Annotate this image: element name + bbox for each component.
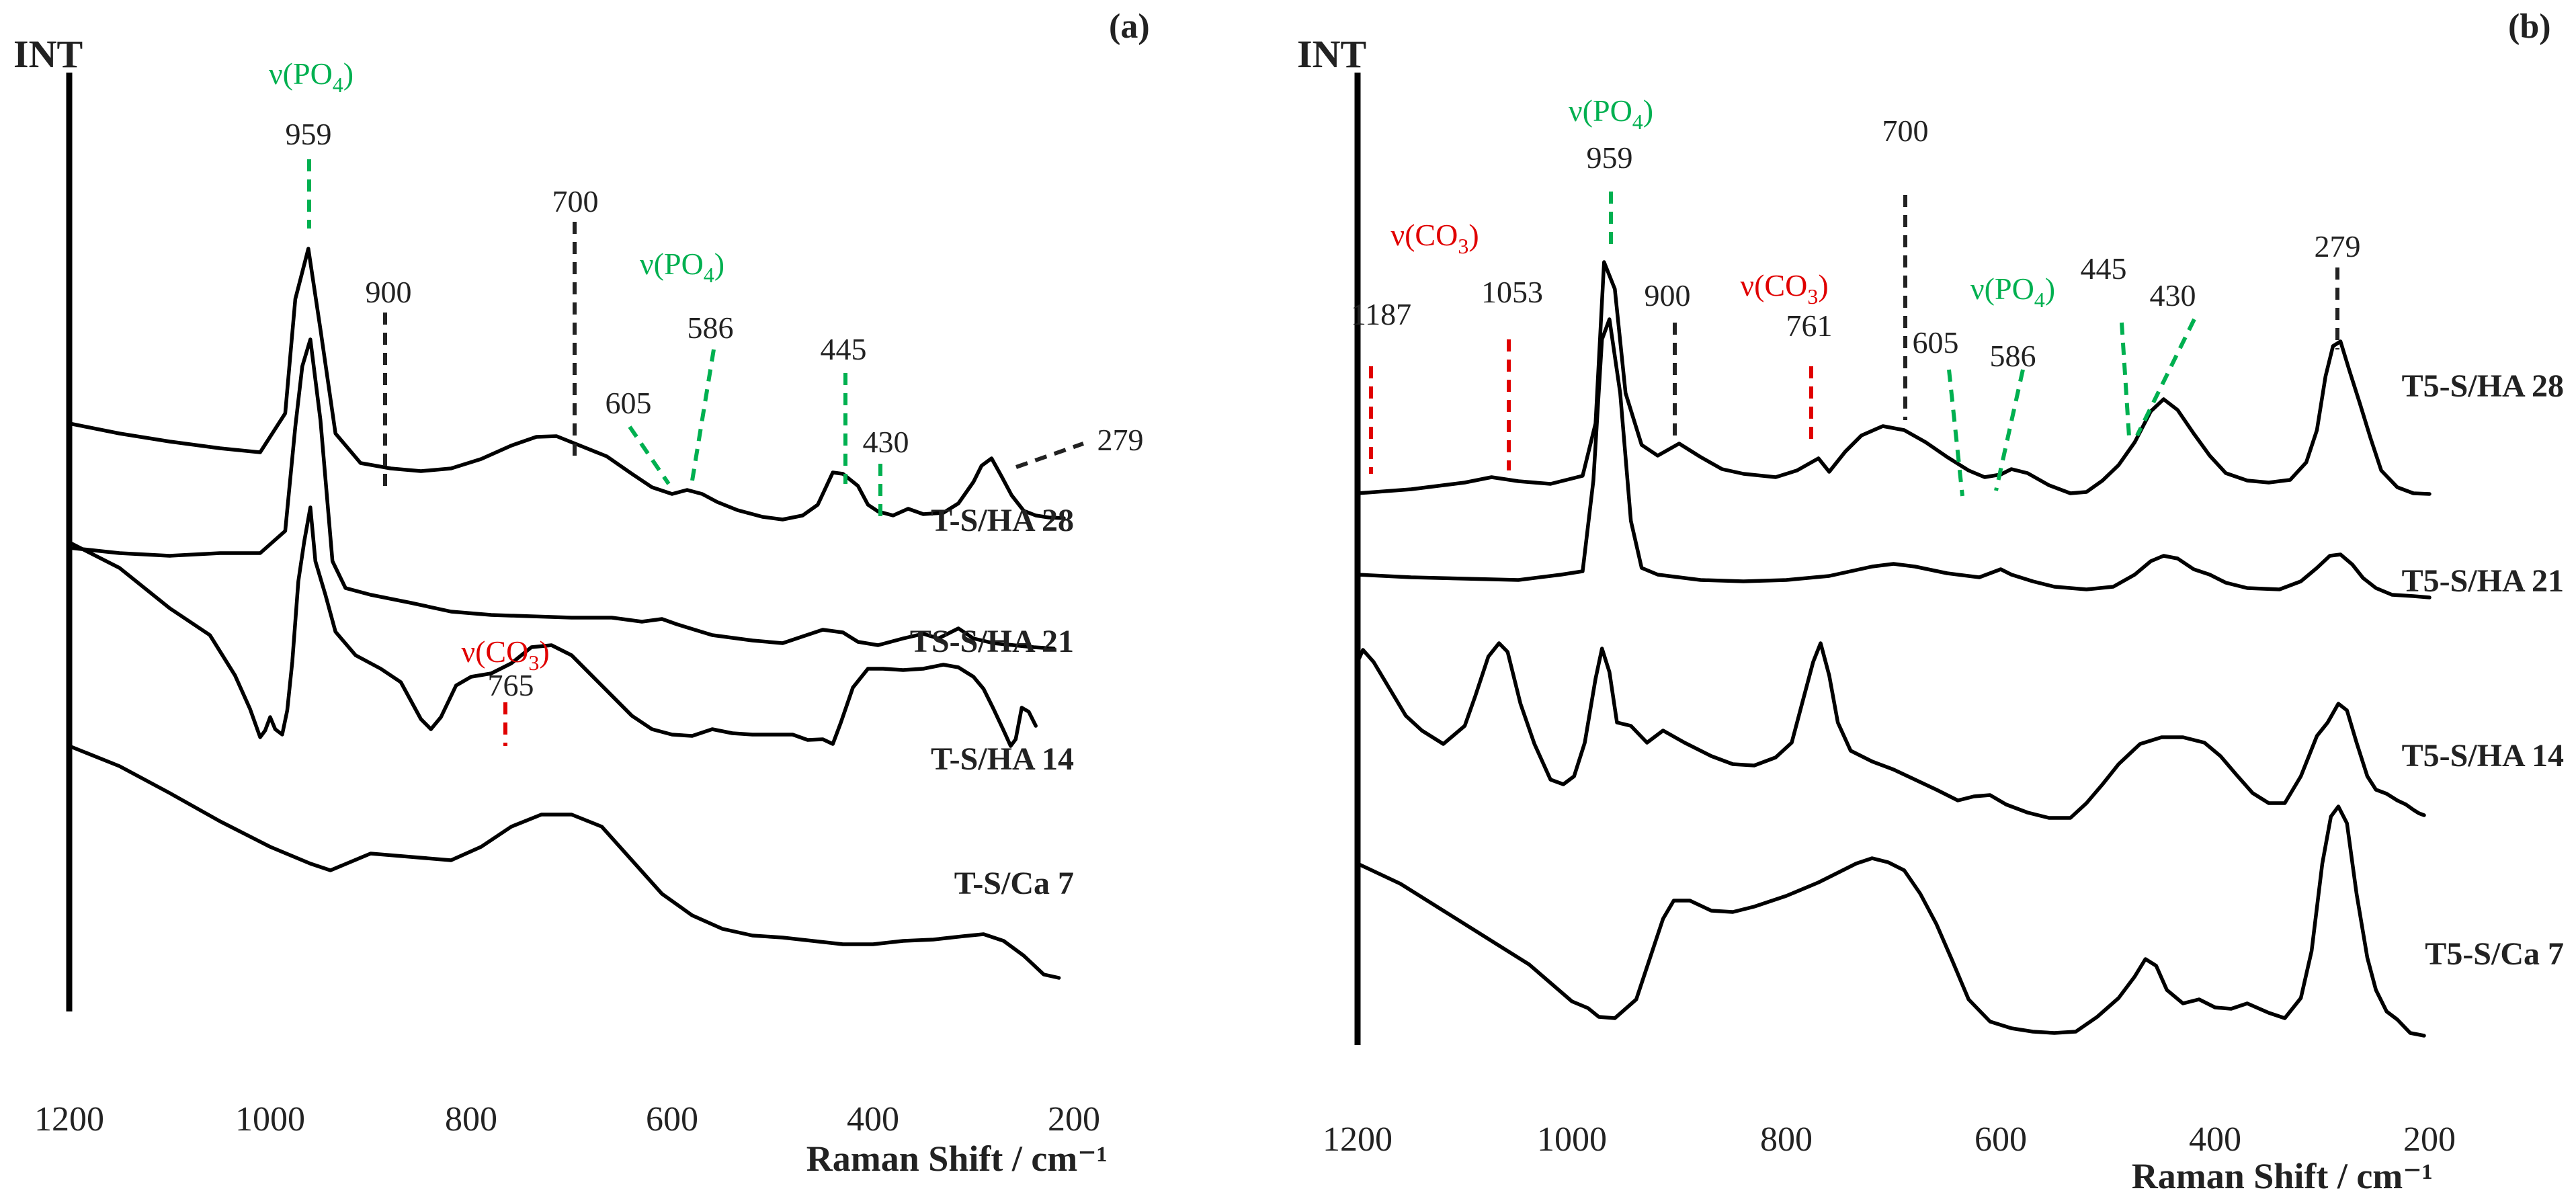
panel-a-band-label-po4-959: ν(PO4) bbox=[269, 56, 354, 97]
panel-b-series-label-t5-s-ha-14: T5-S/HA 14 bbox=[2402, 738, 2564, 774]
panel-b-tick-800: 800 bbox=[1760, 1120, 1813, 1159]
panel-a-series-label-t-s-ca-7: T-S/Ca 7 bbox=[954, 866, 1074, 901]
panel-a-peak-label-959: 959 bbox=[286, 117, 332, 151]
panel-b-peak-label-1187: 1187 bbox=[1351, 297, 1411, 331]
panel-a-series-label-t-s-ha-28: T-S/HA 28 bbox=[931, 503, 1074, 538]
panel-b-band-label-co3-761: ν(CO3) bbox=[1740, 268, 1828, 308]
panel-b-tick-600: 600 bbox=[1975, 1120, 2027, 1159]
panel-b-series-label-t5-s-ca-7: T5-S/Ca 7 bbox=[2425, 936, 2564, 972]
panel-a-peak-label-765: 765 bbox=[488, 668, 534, 702]
panel-a-series-line-t-s-ha-14 bbox=[67, 505, 1038, 748]
panel-b-label: (b) bbox=[2508, 7, 2551, 46]
panel-a-peak-label-445: 445 bbox=[821, 332, 867, 366]
panel-a-peak-labels: 959 900 700 605 586 445 430 279 765 bbox=[286, 117, 1144, 702]
panel-b-band-label-po4-586: ν(PO4) bbox=[1970, 272, 2055, 312]
panel-a-series-labels: T-S/HA 28 TS-S/HA 21 T-S/HA 14 T-S/Ca 7 bbox=[910, 503, 1074, 901]
panel-a-tick-400: 400 bbox=[847, 1100, 899, 1138]
panel-a-label: (a) bbox=[1109, 7, 1150, 46]
panel-a-marker-586 bbox=[690, 349, 716, 481]
panel-a-series-label-t-s-ha-14: T-S/HA 14 bbox=[931, 741, 1074, 777]
panel-b-band-label-co3-1053: ν(CO3) bbox=[1390, 218, 1479, 258]
panel-a: INT (a) Raman Shift / cm⁻¹ 1200 1000 800… bbox=[13, 7, 1150, 1179]
panel-b-y-axis-title: INT bbox=[1297, 32, 1366, 76]
panel-b-marker-586 bbox=[1994, 369, 2025, 491]
panel-b-series-line-t5-s-ca-7 bbox=[1356, 804, 2426, 1038]
panel-b-peak-label-900: 900 bbox=[1645, 278, 1691, 313]
panel-a-series-label-ts-s-ha-21: TS-S/HA 21 bbox=[910, 624, 1074, 659]
panel-a-peak-label-430: 430 bbox=[863, 425, 909, 459]
panel-b-tick-200: 200 bbox=[2403, 1120, 2456, 1159]
panel-a-tick-800: 800 bbox=[445, 1100, 497, 1138]
panel-b-band-labels: ν(PO4) ν(CO3) ν(CO3) ν(PO4) bbox=[1390, 93, 2055, 312]
panel-b-peak-label-586: 586 bbox=[1990, 339, 2036, 373]
panel-b-peak-label-445: 445 bbox=[2081, 251, 2127, 286]
panel-b-marker-430 bbox=[2135, 318, 2196, 437]
panel-a-band-labels: ν(PO4) ν(PO4) ν(CO3) bbox=[269, 56, 724, 675]
panel-b-series-labels: T5-S/HA 28 T5-S/HA 21 T5-S/HA 14 T5-S/Ca… bbox=[2402, 368, 2564, 972]
panel-a-x-ticks: 1200 1000 800 600 400 200 bbox=[34, 1100, 1100, 1138]
panel-b-peak-label-279: 279 bbox=[2315, 229, 2361, 263]
panel-b-marker-445 bbox=[2120, 322, 2131, 438]
panel-b-series-label-t5-s-ha-21: T5-S/HA 21 bbox=[2402, 563, 2564, 599]
panel-b-x-axis-title: Raman Shift / cm⁻¹ bbox=[2132, 1156, 2433, 1196]
panel-b-x-ticks: 1200 1000 800 600 400 200 bbox=[1323, 1120, 2456, 1159]
panel-a-peak-label-700: 700 bbox=[552, 184, 599, 218]
panel-a-peak-label-586: 586 bbox=[688, 310, 734, 345]
panel-b-peak-label-430: 430 bbox=[2150, 278, 2196, 313]
panel-a-y-axis-title: INT bbox=[13, 32, 83, 76]
panel-a-series-line-t-s-ca-7 bbox=[67, 744, 1061, 980]
panel-a-series bbox=[67, 247, 1066, 980]
panel-b-band-label-po4-959: ν(PO4) bbox=[1569, 93, 1653, 134]
panel-a-peak-label-605: 605 bbox=[606, 386, 652, 420]
panel-b-peak-label-605: 605 bbox=[1913, 325, 1959, 360]
panel-b-marker-605 bbox=[1947, 369, 1964, 497]
panel-b-peak-label-761: 761 bbox=[1786, 308, 1833, 343]
panel-b-peak-labels: 959 1187 1053 900 761 700 605 586 445 43… bbox=[1351, 114, 2361, 373]
panel-a-x-axis-title: Raman Shift / cm⁻¹ bbox=[806, 1138, 1108, 1179]
panel-b-series-line-t5-s-ha-14 bbox=[1356, 641, 2426, 820]
panel-b-tick-400: 400 bbox=[2189, 1120, 2241, 1159]
panel-a-tick-1200: 1200 bbox=[34, 1100, 104, 1138]
panel-a-peak-label-279: 279 bbox=[1097, 423, 1144, 457]
panel-b-series-label-t5-s-ha-28: T5-S/HA 28 bbox=[2402, 368, 2564, 404]
panel-b-peak-label-959: 959 bbox=[1587, 140, 1633, 175]
panel-b-tick-1200: 1200 bbox=[1323, 1120, 1393, 1159]
panel-a-marker-279 bbox=[1015, 442, 1084, 469]
panel-a-tick-200: 200 bbox=[1048, 1100, 1100, 1138]
panel-b: INT (b) Raman Shift / cm⁻¹ 1200 1000 800… bbox=[1297, 7, 2564, 1196]
panel-a-band-label-po4-586: ν(PO4) bbox=[640, 247, 724, 287]
panel-a-tick-600: 600 bbox=[646, 1100, 698, 1138]
panel-a-tick-1000: 1000 bbox=[235, 1100, 305, 1138]
panel-a-peak-markers bbox=[307, 159, 1084, 746]
panel-b-peak-label-1053: 1053 bbox=[1481, 275, 1543, 309]
panel-b-peak-markers bbox=[1369, 192, 2339, 497]
panel-b-tick-1000: 1000 bbox=[1537, 1120, 1607, 1159]
panel-a-series-line-ts-s-ha-21 bbox=[67, 337, 1056, 651]
panel-b-series bbox=[1356, 260, 2432, 1038]
panel-a-series-line-t-s-ha-28 bbox=[67, 247, 1066, 522]
panel-a-band-label-co3-765: ν(CO3) bbox=[461, 634, 549, 675]
panel-a-peak-label-900: 900 bbox=[366, 275, 412, 309]
panel-a-marker-605 bbox=[628, 425, 671, 485]
panel-b-series-line-t5-s-ha-21 bbox=[1356, 317, 2432, 599]
panel-b-peak-label-700: 700 bbox=[1882, 114, 1929, 148]
